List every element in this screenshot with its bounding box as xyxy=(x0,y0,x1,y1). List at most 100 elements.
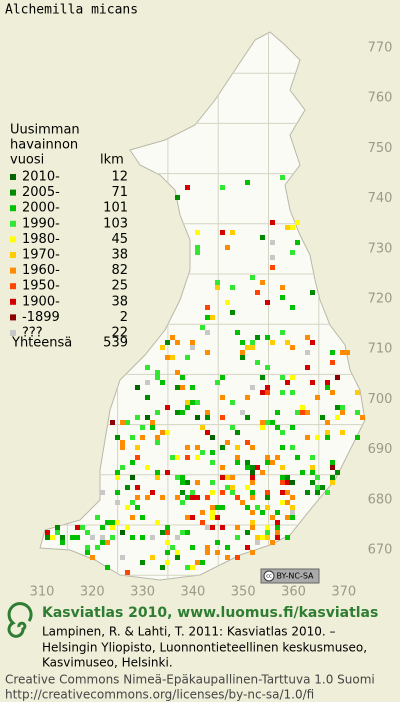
record-square xyxy=(130,475,135,480)
legend-count-heading: lkm xyxy=(100,153,124,168)
record-square xyxy=(265,505,270,510)
record-square xyxy=(195,400,200,405)
record-square xyxy=(245,485,250,490)
record-square xyxy=(235,445,240,450)
record-square xyxy=(245,545,250,550)
record-square xyxy=(210,450,215,455)
record-square xyxy=(210,510,215,515)
record-square xyxy=(145,395,150,400)
record-square xyxy=(245,505,250,510)
record-square xyxy=(230,485,235,490)
record-square xyxy=(45,530,50,535)
citation: Lampinen, R. & Lahti, T. 2011: Kasviatla… xyxy=(42,625,336,639)
record-square xyxy=(195,230,200,235)
record-square xyxy=(205,545,210,550)
north-label: 740 xyxy=(368,191,393,206)
record-square xyxy=(155,375,160,380)
record-square xyxy=(285,490,290,495)
record-square xyxy=(315,490,320,495)
record-square xyxy=(155,440,160,445)
record-square xyxy=(190,515,195,520)
legend-swatch xyxy=(10,283,16,290)
record-square xyxy=(290,375,295,380)
north-label: 690 xyxy=(368,442,393,457)
record-square xyxy=(180,375,185,380)
record-square xyxy=(120,465,125,470)
record-square xyxy=(195,415,200,420)
legend-count: 2 xyxy=(120,310,128,325)
record-square xyxy=(275,410,280,415)
record-square xyxy=(240,355,245,360)
record-square xyxy=(260,470,265,475)
record-square xyxy=(320,415,325,420)
record-square xyxy=(175,385,180,390)
record-square xyxy=(255,540,260,545)
record-square xyxy=(200,450,205,455)
record-square xyxy=(230,310,235,315)
record-square xyxy=(290,305,295,310)
record-square xyxy=(300,470,305,475)
legend-swatch xyxy=(10,174,16,180)
record-square xyxy=(185,185,190,190)
record-square xyxy=(230,400,235,405)
record-square xyxy=(305,335,310,340)
record-square xyxy=(240,340,245,345)
record-square xyxy=(275,525,280,530)
record-square xyxy=(130,515,135,520)
legend-label: 1950- xyxy=(22,279,60,294)
record-square xyxy=(205,550,210,555)
records xyxy=(45,175,365,575)
legend-swatch xyxy=(10,298,16,305)
record-square xyxy=(110,420,115,425)
legend-swatch xyxy=(10,252,16,258)
record-square xyxy=(200,510,205,515)
record-square xyxy=(150,420,155,425)
record-square xyxy=(205,410,210,415)
record-square xyxy=(335,470,340,475)
record-square xyxy=(285,480,290,485)
record-square xyxy=(280,480,285,485)
record-square xyxy=(175,340,180,345)
total-label: Yhteensä xyxy=(11,336,72,351)
record-square xyxy=(250,550,255,555)
east-label: 310 xyxy=(30,585,55,600)
record-square xyxy=(165,540,170,545)
record-square xyxy=(280,295,285,300)
record-square xyxy=(170,355,175,360)
record-square xyxy=(110,525,115,530)
record-square xyxy=(265,490,270,495)
record-square xyxy=(290,515,295,520)
record-square xyxy=(45,535,50,540)
record-square xyxy=(295,220,300,225)
record-square xyxy=(325,490,330,495)
citation: Kasvimuseo, Helsinki. xyxy=(42,656,173,670)
record-square xyxy=(340,410,345,415)
record-square xyxy=(210,515,215,520)
record-square xyxy=(155,520,160,525)
record-square xyxy=(50,535,55,540)
record-square xyxy=(125,570,130,575)
record-square xyxy=(330,480,335,485)
legend-swatch xyxy=(10,189,16,196)
record-square xyxy=(250,275,255,280)
record-square xyxy=(110,535,115,540)
record-square xyxy=(305,350,310,355)
record-square xyxy=(280,285,285,290)
record-square xyxy=(360,415,365,420)
record-square xyxy=(250,490,255,495)
east-label: 340 xyxy=(180,585,205,600)
legend-count: 71 xyxy=(111,185,128,200)
record-square xyxy=(210,505,215,510)
north-label: 720 xyxy=(368,292,393,307)
record-square xyxy=(330,475,335,480)
record-square xyxy=(280,475,285,480)
record-square xyxy=(175,455,180,460)
record-square xyxy=(260,510,265,515)
record-square xyxy=(190,565,195,570)
record-square xyxy=(215,505,220,510)
citation: Helsingin Yliopisto, Luonnontieteellinen… xyxy=(42,641,367,655)
record-square xyxy=(190,400,195,405)
record-square xyxy=(140,515,145,520)
logo xyxy=(7,602,33,638)
record-square xyxy=(195,480,200,485)
